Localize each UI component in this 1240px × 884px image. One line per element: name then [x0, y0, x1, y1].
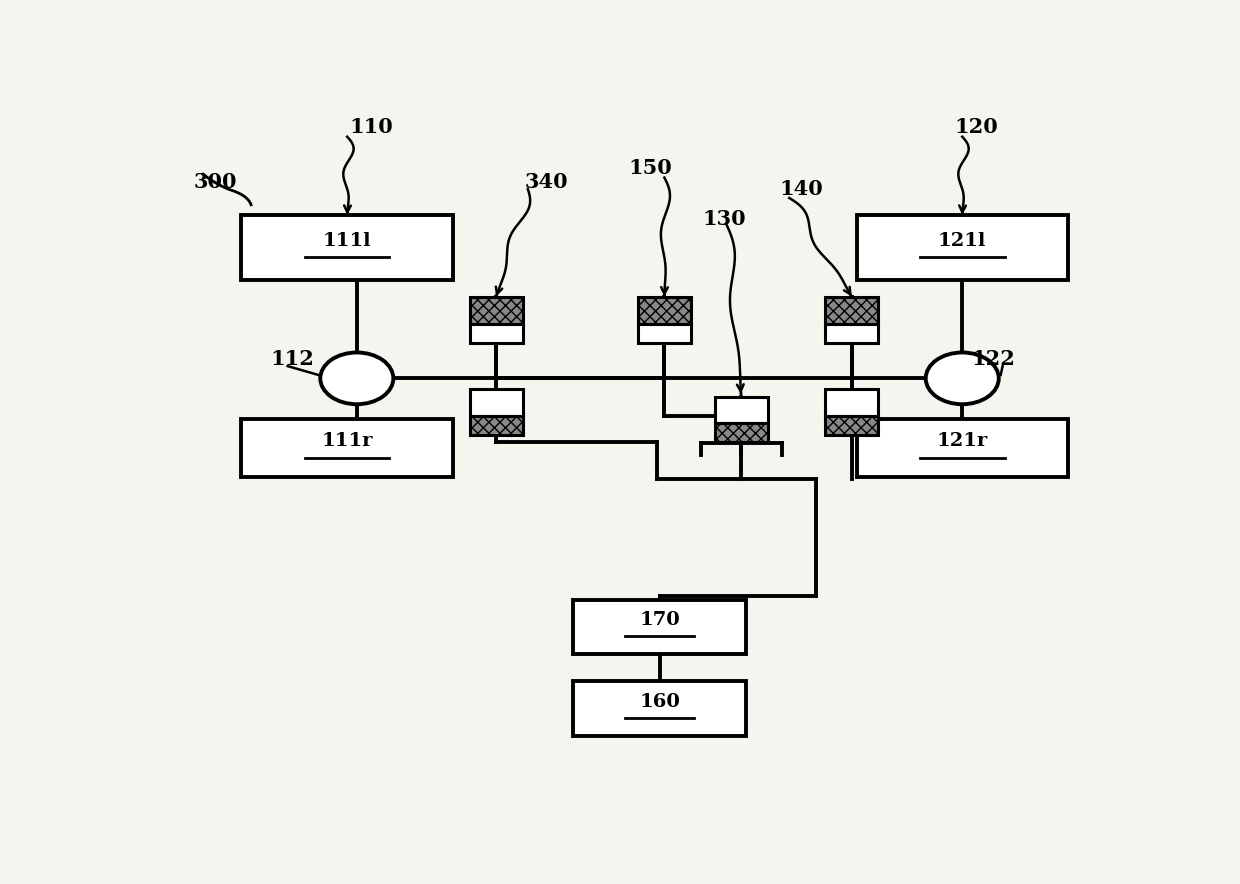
Bar — [242, 215, 453, 279]
Text: 340: 340 — [525, 171, 569, 192]
Bar — [826, 297, 878, 324]
Text: 121r: 121r — [936, 432, 988, 450]
Bar — [637, 324, 691, 343]
Bar — [573, 599, 746, 654]
Text: 160: 160 — [639, 693, 680, 711]
Text: 170: 170 — [639, 611, 680, 629]
Bar — [470, 324, 522, 343]
Bar — [826, 389, 878, 415]
Text: 300: 300 — [193, 171, 237, 192]
Text: 140: 140 — [780, 179, 823, 199]
Text: 122: 122 — [972, 349, 1016, 369]
Text: 112: 112 — [270, 349, 314, 369]
Bar — [470, 297, 522, 324]
Text: 120: 120 — [955, 118, 998, 137]
Text: 130: 130 — [703, 210, 746, 229]
Bar — [637, 297, 691, 324]
Circle shape — [926, 353, 998, 404]
Text: 111r: 111r — [321, 432, 373, 450]
Bar — [714, 423, 768, 442]
Bar — [714, 397, 768, 423]
Bar — [470, 415, 522, 435]
Bar — [470, 389, 522, 415]
Bar — [826, 415, 878, 435]
Bar — [826, 324, 878, 343]
Bar — [857, 215, 1068, 279]
Bar — [573, 682, 746, 735]
Bar — [857, 419, 1068, 477]
Circle shape — [320, 353, 393, 404]
Bar — [242, 419, 453, 477]
Text: 110: 110 — [350, 118, 393, 137]
Text: 111l: 111l — [322, 232, 372, 249]
Text: 121l: 121l — [937, 232, 987, 249]
Text: 150: 150 — [629, 158, 672, 179]
